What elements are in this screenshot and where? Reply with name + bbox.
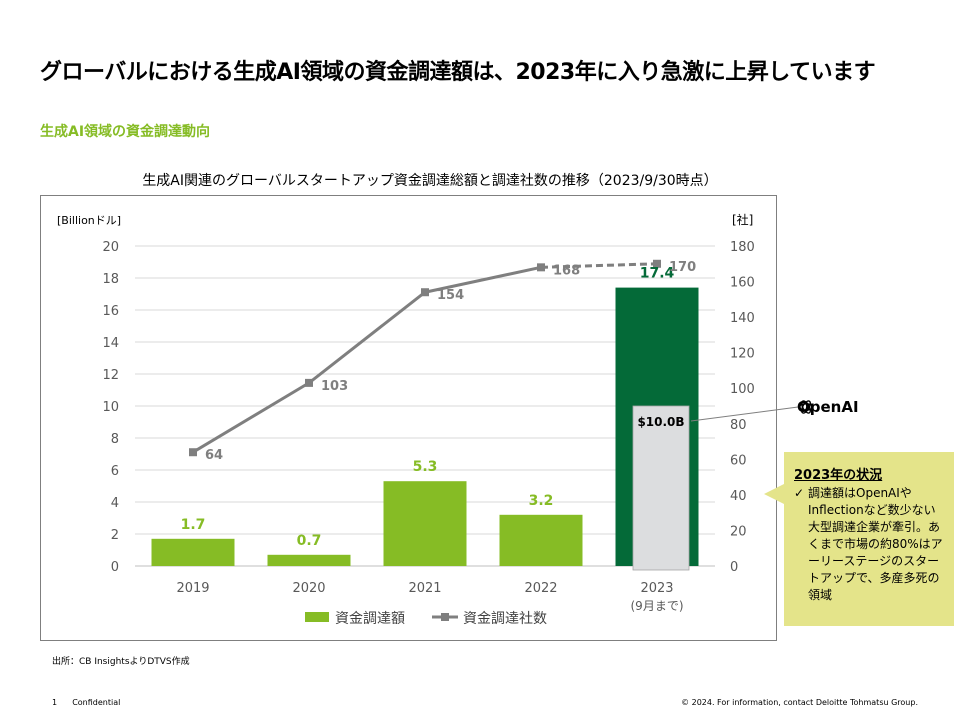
chart-frame [40,195,777,641]
x-tick-label: 2021 [408,581,441,596]
y-right-tick-label: 40 [730,489,747,504]
y-left-tick-label: 8 [111,432,119,447]
y-right-tick-label: 60 [730,453,747,468]
y-left-tick-label: 2 [111,528,119,543]
bar-2021 [383,481,467,566]
y-right-tick-label: 0 [730,560,738,575]
copyright-notice: © 2024. For information, contact Deloitt… [681,698,918,707]
bar-data-label: 3.2 [529,493,554,509]
line-segment [192,381,310,454]
x-tick-label: 2020 [292,581,325,596]
callout-body: ✓ 調達額はOpenAIやInflectionなど数少ない大型調達企業が牽引。あ… [794,485,946,604]
check-icon: ✓ [794,486,805,500]
y-left-tick-label: 20 [102,240,119,255]
openai-connector-line [690,406,799,422]
openai-label: OpenAI [797,398,859,416]
y-right-tick-label: 120 [730,347,755,362]
x-tick-sublabel: (9月まで) [631,599,684,613]
x-tick-label: 2022 [524,581,557,596]
footer-left: 1 Confidential [52,698,120,707]
source-note: 出所：CB InsightsよりDTVS作成 [52,657,190,667]
y-right-tick-label: 140 [730,311,755,326]
line-data-label: 103 [321,379,348,394]
bar-data-label: 0.7 [297,533,322,549]
bar-2020 [267,554,351,566]
line-segment [308,291,426,385]
y-right-axis-label: [社] [732,212,753,227]
callout-pointer [764,484,784,504]
openai-share-bar [632,405,690,571]
y-right-tick-label: 160 [730,276,755,291]
x-tick-label: 2019 [176,581,209,596]
line-segment [540,262,658,269]
y-right-tick-label: 100 [730,382,755,397]
page-title: グローバルにおける生成AI領域の資金調達額は、2023年に入り急激に上昇していま… [40,60,876,85]
line-marker-2021 [421,288,429,297]
y-left-axis-label: [Billionドル] [57,214,121,227]
openai-share-label: $10.0B [637,415,684,429]
legend-bar-label: 資金調達額 [335,611,405,627]
page-number: 1 [52,698,58,707]
y-right-tick-label: 80 [730,418,747,433]
line-data-label: 168 [553,263,580,278]
line-data-label: 64 [205,448,223,463]
chart-title: 生成AI関連のグローバルスタートアップ資金調達総額と調達社数の推移（2023/9… [142,173,718,189]
y-left-tick-label: 10 [102,400,119,415]
line-marker-2022 [537,263,545,272]
y-left-tick-label: 0 [111,560,119,575]
y-left-tick-label: 6 [111,464,119,479]
line-data-label: 154 [437,288,464,303]
bar-data-label: 5.3 [413,459,438,475]
line-marker-2019 [189,448,197,457]
legend-bar-swatch [305,612,329,622]
callout-text: 調達額はOpenAIやInflectionなど数少ない大型調達企業が牽引。あくま… [808,486,943,602]
callout-heading: 2023年の状況 [794,468,883,483]
x-tick-label: 2023 [640,581,673,596]
callout-box: 2023年の状況 ✓ 調達額はOpenAIやInflectionなど数少ない大型… [784,452,954,626]
bar-2019 [151,538,235,566]
openai-logo-icon [798,400,814,414]
line-segment [424,265,542,294]
y-left-tick-label: 18 [102,272,119,287]
section-subtitle: 生成AI領域の資金調達動向 [40,124,211,140]
openai-annotation: OpenAI [797,398,859,416]
line-marker-2020 [305,378,313,387]
legend-line-label: 資金調達社数 [463,611,547,627]
bar-data-label: 17.4 [640,266,675,282]
y-left-tick-label: 4 [111,496,119,511]
line-marker-2023 [653,259,661,268]
y-right-tick-label: 20 [730,524,747,539]
bar-2022 [499,514,583,566]
y-right-tick-label: 180 [730,240,755,255]
legend-line-marker [441,613,449,621]
bar-data-label: 1.7 [181,517,206,533]
y-left-tick-label: 12 [102,368,119,383]
y-left-tick-label: 14 [102,336,119,351]
line-data-label: 170 [669,260,696,275]
confidential-label: Confidential [72,698,121,707]
y-left-tick-label: 16 [102,304,119,319]
